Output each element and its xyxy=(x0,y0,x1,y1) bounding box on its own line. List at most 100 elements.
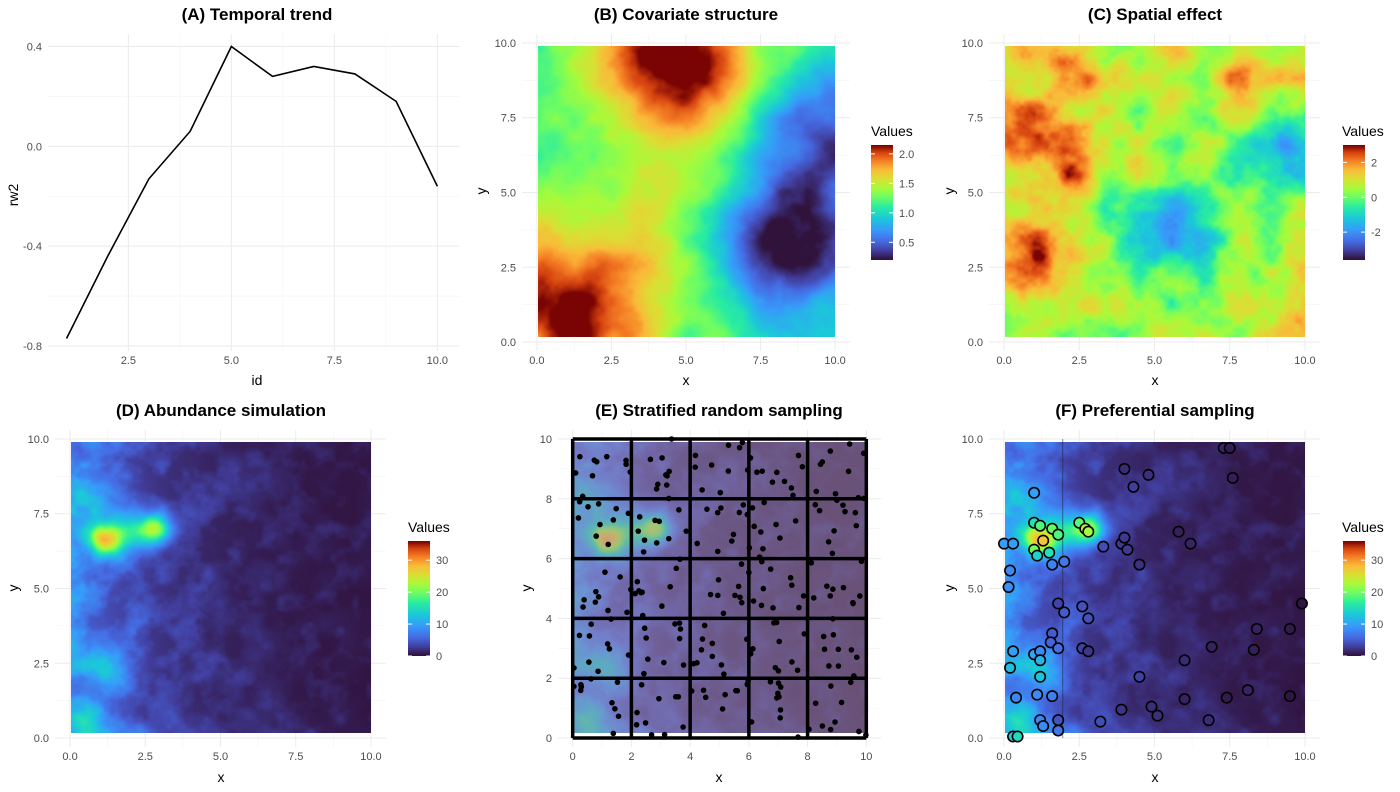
sample-point xyxy=(645,656,651,662)
panel-c-legend-colorbar xyxy=(1343,145,1365,260)
panel-b-xlabel: x xyxy=(683,372,690,388)
sample-point xyxy=(625,510,632,517)
sample-point xyxy=(1052,597,1065,610)
sample-point xyxy=(769,479,776,485)
sample-point xyxy=(834,497,840,504)
sample-point xyxy=(668,436,675,442)
sample-point xyxy=(717,489,724,496)
sample-point xyxy=(699,487,705,493)
sample-point xyxy=(747,650,754,657)
sample-point xyxy=(1058,606,1071,619)
sample-point xyxy=(677,626,684,632)
panel-a-ticks: 2.5 5.0 7.5 10.0 -0.8 -0.4 0.0 0.4 xyxy=(23,41,448,367)
sample-point xyxy=(1037,720,1050,733)
panel-b-heatmap xyxy=(538,46,835,337)
sample-point xyxy=(1034,670,1047,683)
sample-point xyxy=(714,509,721,516)
sample-point xyxy=(612,705,618,712)
sample-point xyxy=(665,535,672,542)
sample-point xyxy=(603,453,610,460)
x-tick-label: 2.5 xyxy=(1072,751,1087,763)
x-tick-label: 7.5 xyxy=(1222,751,1237,763)
sample-point xyxy=(838,699,845,706)
sample-point xyxy=(677,556,683,563)
panel-c-heatmap xyxy=(1005,46,1305,337)
panel-f-points xyxy=(998,438,1308,743)
y-tick-label: 10.0 xyxy=(495,38,516,50)
panel-a-line xyxy=(65,45,439,339)
sample-point xyxy=(776,638,783,645)
sample-point xyxy=(777,715,783,721)
y-tick-label: 7.5 xyxy=(34,509,49,521)
panel-d-legend-ticks: 0 10 20 30 xyxy=(408,555,448,663)
sample-point xyxy=(586,659,592,665)
sample-point xyxy=(633,721,640,728)
sample-point xyxy=(846,441,853,447)
sample-point xyxy=(1178,693,1191,706)
x-tick-label: 2.5 xyxy=(138,751,153,763)
sample-point xyxy=(704,506,710,512)
sample-point xyxy=(666,468,672,475)
sample-point xyxy=(683,528,690,534)
sample-point xyxy=(1121,543,1134,556)
x-tick-label: 2.5 xyxy=(121,355,136,367)
sample-point xyxy=(788,582,795,588)
panel-c-title: (C) Spatial effect xyxy=(1088,5,1222,24)
sample-point xyxy=(639,612,646,619)
sample-point xyxy=(730,531,737,538)
legend-tick-label: 20 xyxy=(1371,587,1383,599)
sample-point xyxy=(826,663,832,669)
sample-point xyxy=(1283,690,1296,703)
sample-point xyxy=(702,694,709,701)
sample-point xyxy=(1037,534,1050,547)
y-tick-label: 7.5 xyxy=(501,113,516,125)
sample-point xyxy=(648,732,655,738)
sample-point xyxy=(653,540,660,546)
panel-d-abundance-simulation: (D) Abundance simulation x y 0.0 2.5 5.0 7.… xyxy=(5,401,450,785)
sample-point xyxy=(855,494,862,501)
sample-point xyxy=(750,646,756,652)
legend-tick-label: 30 xyxy=(436,555,448,567)
sample-point xyxy=(635,528,642,534)
sample-point xyxy=(571,683,577,690)
sample-point xyxy=(1034,654,1047,667)
sample-point xyxy=(777,684,784,690)
sample-point xyxy=(661,731,668,738)
sample-point xyxy=(1241,684,1254,697)
sample-point xyxy=(732,592,738,599)
x-tick-label: 5.0 xyxy=(678,355,693,367)
sample-point xyxy=(1172,525,1185,538)
x-tick-label: 5.0 xyxy=(1147,751,1162,763)
sample-point xyxy=(824,583,830,589)
x-tick-label: 10 xyxy=(860,751,872,763)
sample-point xyxy=(578,681,584,688)
panel-f-legend-colorbar xyxy=(1343,541,1365,656)
sample-point xyxy=(850,599,856,606)
y-tick-label: 6 xyxy=(546,554,552,566)
sample-point xyxy=(642,720,649,726)
panel-b-title: (B) Covariate structure xyxy=(594,5,778,24)
sample-point xyxy=(771,620,777,626)
sample-point xyxy=(1115,703,1128,716)
sample-point xyxy=(647,456,654,463)
sample-point xyxy=(734,687,741,694)
sample-point xyxy=(789,659,795,665)
panel-a-temporal-trend: (A) Temporal trend id rw2 2.5 5.0 7.5 10.0 -… xyxy=(5,5,460,388)
panel-d-legend-colorbar xyxy=(408,541,430,656)
x-tick-label: 4 xyxy=(687,751,693,763)
sample-point xyxy=(663,472,669,478)
sample-point xyxy=(593,533,600,539)
legend-tick-label: 0.5 xyxy=(899,237,914,249)
sample-point xyxy=(577,453,583,460)
sample-point xyxy=(801,631,808,637)
y-tick-label: 10 xyxy=(540,434,552,446)
sample-point xyxy=(744,467,751,473)
sample-point xyxy=(1127,480,1140,493)
sample-point xyxy=(770,605,776,611)
sample-point xyxy=(767,678,774,685)
sample-point xyxy=(825,539,832,545)
sample-point xyxy=(790,492,796,499)
sample-point xyxy=(1118,531,1131,544)
sample-point xyxy=(1142,468,1155,481)
